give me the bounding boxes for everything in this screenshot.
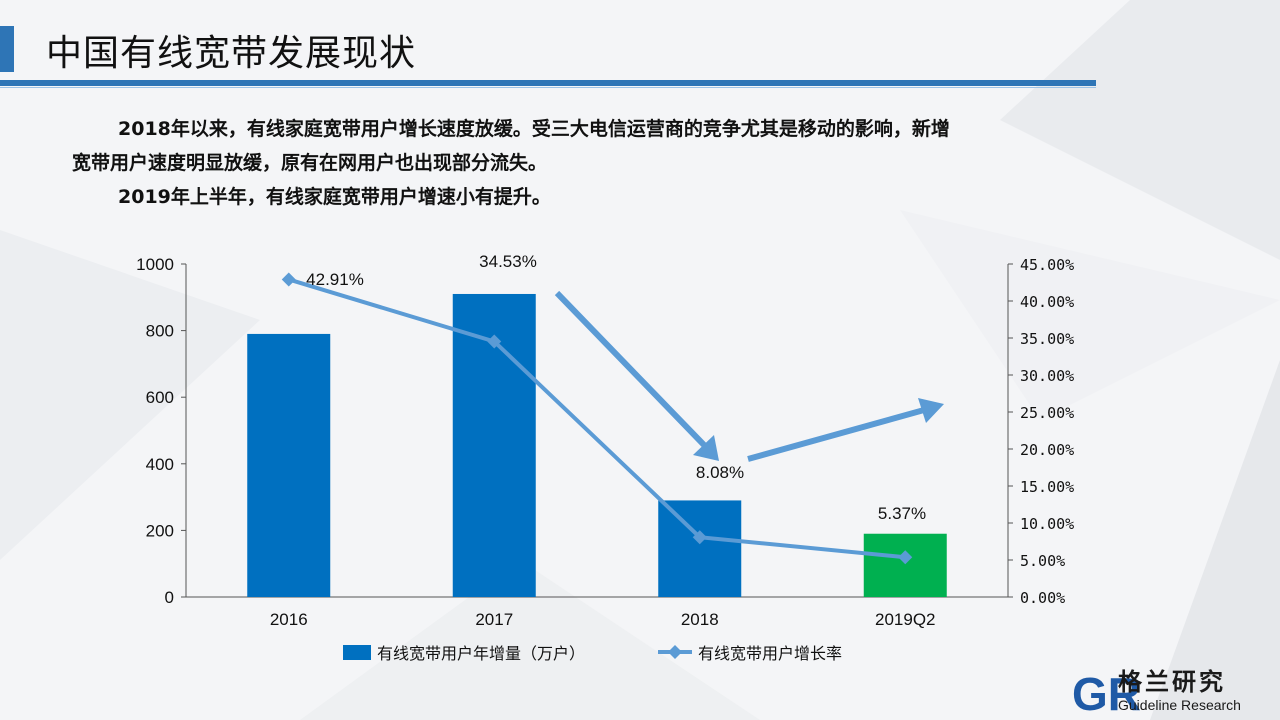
right-axis-tick-label: 0.00%	[1020, 589, 1065, 607]
right-axis-tick-label: 30.00%	[1020, 367, 1074, 385]
paragraph-1-continued: 宽带用户速度明显放缓，原有在网用户也出现部分流失。	[72, 152, 548, 174]
data-label-2018: 8.08%	[696, 463, 744, 482]
growth-rate-point	[692, 530, 707, 545]
growth-rate-point	[281, 272, 296, 287]
right-axis-tick-label: 35.00%	[1020, 330, 1074, 348]
left-axis-tick-label: 200	[146, 521, 174, 540]
growth-rate-point	[487, 334, 502, 349]
downward-trend-arrow	[554, 290, 708, 449]
title-divider	[0, 80, 1096, 88]
logo-english-name: Guideline Research	[1118, 697, 1241, 713]
upward-trend-arrow	[747, 407, 925, 462]
logo-chinese-name: 格兰研究	[1118, 668, 1226, 696]
data-label-2017: 34.53%	[479, 252, 537, 271]
right-axis-tick-label: 5.00%	[1020, 552, 1065, 570]
legend-label-bar: 有线宽带用户年增量（万户）	[377, 644, 585, 663]
bar-2016	[247, 333, 331, 597]
legend-swatch-marker	[668, 645, 682, 659]
data-label-2016: 42.91%	[306, 270, 364, 289]
logo-letter-g: GR	[1072, 668, 1141, 720]
downward-trend-arrowhead	[693, 435, 719, 461]
bar-2019Q2	[863, 533, 947, 597]
left-axis-tick-label: 400	[146, 455, 174, 474]
title-accent-bar	[0, 26, 14, 72]
growth-rate-line	[288, 277, 906, 560]
right-axis-tick-label: 40.00%	[1020, 293, 1074, 311]
x-axis-tick-label: 2019Q2	[875, 610, 936, 629]
paragraph-1: 2018年以来，有线家庭宽带用户增长速度放缓。受三大电信运营商的竞争尤其是移动的…	[118, 118, 950, 140]
right-axis-tick-label: 20.00%	[1020, 441, 1074, 459]
paragraph-2: 2019年上半年，有线家庭宽带用户增速小有提升。	[118, 186, 551, 208]
logo-mark: GR	[1072, 668, 1141, 720]
left-axis-tick-label: 0	[165, 588, 174, 607]
left-axis-tick-label: 600	[146, 388, 174, 407]
page-title: 中国有线宽带发展现状	[46, 33, 417, 74]
bar-2018	[658, 500, 742, 597]
right-axis-tick-label: 25.00%	[1020, 404, 1074, 422]
x-axis-tick-label: 2018	[681, 610, 719, 629]
right-axis-tick-label: 15.00%	[1020, 478, 1074, 496]
x-axis-tick-label: 2016	[270, 610, 308, 629]
upward-trend-arrowhead	[918, 398, 944, 423]
growth-rate-point	[898, 550, 913, 565]
x-axis-tick-label: 2017	[475, 610, 513, 629]
legend-label-line: 有线宽带用户增长率	[698, 644, 842, 663]
left-axis-tick-label: 1000	[136, 255, 174, 274]
left-axis-tick-label: 800	[146, 322, 174, 341]
description-text: 2018年以来，有线家庭宽带用户增长速度放缓。受三大电信运营商的竞争尤其是移动的…	[72, 112, 1172, 214]
legend-swatch-bar	[343, 645, 371, 660]
data-label-2019Q2: 5.37%	[878, 504, 926, 523]
right-axis-tick-label: 10.00%	[1020, 515, 1074, 533]
right-axis-tick-label: 45.00%	[1020, 256, 1074, 274]
